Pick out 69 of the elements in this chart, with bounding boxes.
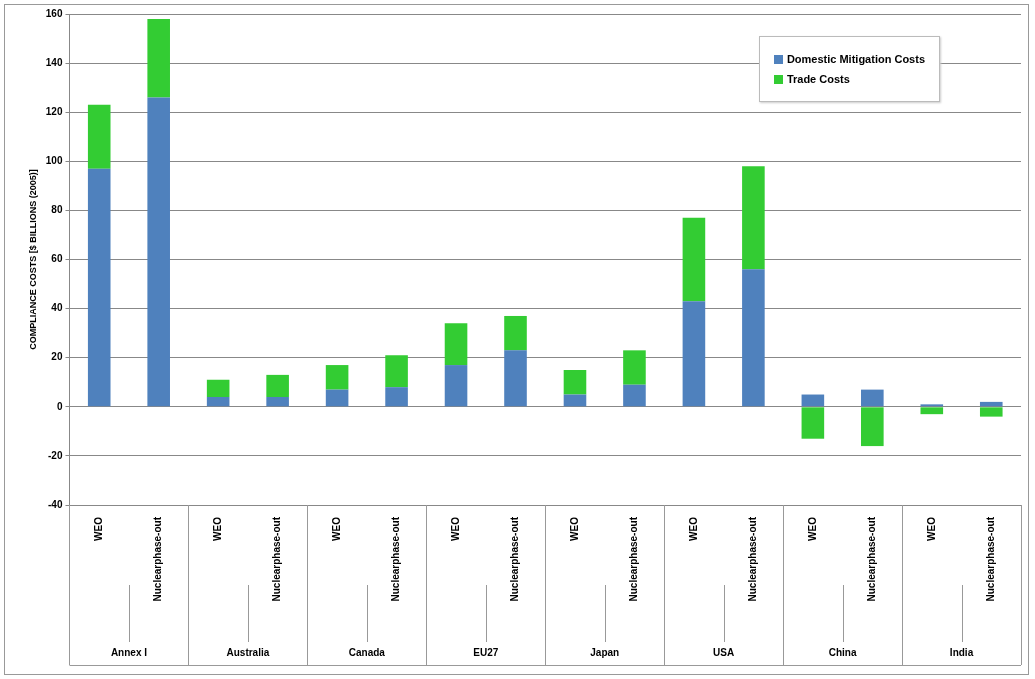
bar [563,394,587,407]
text: Australia [226,647,270,659]
x-tick-label: Nuclearphase-out [985,516,997,602]
y-tick-label: 80 [51,204,63,216]
bar [87,104,111,169]
x-tick-label: Nuclearphase-out [628,516,640,602]
bar [979,407,1003,417]
text: India [949,647,974,659]
text: Canada [348,647,386,659]
bar [920,407,944,415]
text: USA [713,647,735,659]
bar [266,396,289,407]
x-tick-label: Nuclearphase-out [866,516,878,602]
x-tick-label: WEO [568,516,580,541]
x-tick-label: WEO [687,516,699,541]
y-axis-title: COMPLIANCE COSTS [$ BILLIONS (2005)] [27,169,38,350]
bar [742,166,765,270]
x-tick-label: Nuclearphase-out [152,516,164,602]
x-tick-label: Nuclearphase-out [509,516,521,602]
y-tick-label: 60 [51,253,63,265]
y-tick-label: 160 [45,7,63,19]
y-tick-label: 140 [45,56,63,68]
text: Japan [590,647,620,659]
legend-label: Domestic Mitigation Costs [786,53,925,65]
x-tick-label: Nuclearphase-out [271,516,283,602]
bar [206,379,230,397]
bar [147,18,170,98]
bar [861,389,884,407]
bar [682,217,706,302]
bar [801,394,825,407]
bar [385,387,408,407]
text: EU27 [473,647,499,659]
bar [147,97,170,407]
y-tick-label: 0 [56,400,63,412]
legend-label: Trade Costs [786,73,850,85]
bar [266,374,289,397]
x-tick-label: WEO [925,516,937,541]
x-tick-label: WEO [806,516,818,541]
bar [742,269,765,407]
bar [504,350,527,407]
y-tick-label: 20 [51,351,63,363]
x-tick-label: WEO [330,516,342,541]
bar [444,323,468,366]
bar [444,365,468,407]
bar [87,168,111,407]
x-tick-label: Nuclearphase-out [390,516,402,602]
y-tick-label: -20 [48,449,63,461]
text: China [828,647,857,659]
y-tick-label: 100 [45,155,63,167]
bar [504,315,527,351]
bar [861,407,884,447]
bar [682,301,706,407]
y-tick-label: -40 [48,498,63,510]
bar [325,365,349,390]
y-tick-label: 120 [45,105,63,117]
bar [385,355,408,388]
y-tick-label: 40 [51,302,63,314]
x-tick-label: WEO [92,516,104,541]
bar [563,369,587,395]
x-tick-label: WEO [449,516,461,541]
bar [623,350,646,385]
bar [801,407,825,439]
bar [206,396,230,407]
text: Annex I [110,647,148,659]
x-tick-label: WEO [211,516,223,541]
x-tick-label: Nuclearphase-out [747,516,759,602]
bar [979,401,1003,407]
bar [623,384,646,407]
bar [325,389,349,407]
